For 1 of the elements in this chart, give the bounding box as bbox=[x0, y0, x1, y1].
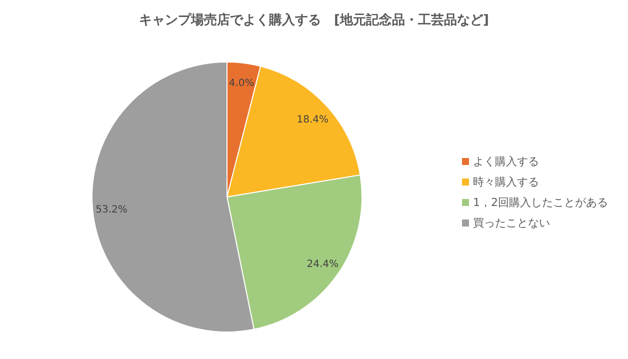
title: キャンプ場売店でよく購入する [地元記念品・工芸品など] bbox=[139, 13, 489, 28]
